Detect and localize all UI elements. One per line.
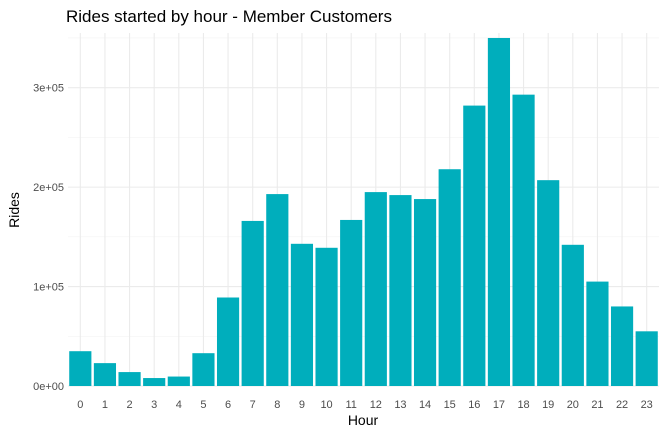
x-tick-label: 4 bbox=[176, 399, 182, 411]
bar-hour-4 bbox=[167, 376, 190, 386]
bar-hour-20 bbox=[561, 244, 584, 386]
x-tick-label: 3 bbox=[151, 399, 157, 411]
x-tick-label: 21 bbox=[591, 399, 603, 411]
bar-hour-0 bbox=[69, 351, 92, 386]
x-axis-label: Hour bbox=[348, 412, 379, 428]
bar-hour-21 bbox=[586, 281, 609, 386]
y-tick-label: 2e+05 bbox=[33, 182, 64, 194]
x-tick-label: 14 bbox=[419, 399, 431, 411]
bar-hour-18 bbox=[512, 94, 535, 387]
x-tick-label: 18 bbox=[517, 399, 529, 411]
x-tick-label: 19 bbox=[542, 399, 554, 411]
y-tick-label: 3e+05 bbox=[33, 83, 64, 95]
x-tick-label: 5 bbox=[200, 399, 206, 411]
bar-hour-16 bbox=[463, 105, 486, 386]
x-tick-label: 6 bbox=[225, 399, 231, 411]
bar-hour-14 bbox=[413, 199, 437, 386]
bar-hour-22 bbox=[610, 306, 634, 386]
y-axis-label: Rides bbox=[6, 192, 22, 228]
bars bbox=[69, 37, 658, 387]
x-tick-label: 17 bbox=[493, 399, 505, 411]
x-tick-label: 22 bbox=[616, 399, 628, 411]
bar-hour-1 bbox=[93, 363, 117, 386]
bar-hour-19 bbox=[537, 180, 560, 386]
y-tick-label: 1e+05 bbox=[33, 282, 64, 294]
x-tick-label: 8 bbox=[274, 399, 280, 411]
bar-hour-3 bbox=[143, 378, 166, 386]
x-tick-label: 12 bbox=[370, 399, 382, 411]
bar-hour-17 bbox=[487, 37, 511, 386]
bar-hour-5 bbox=[192, 353, 215, 386]
x-tick-labels: 0 1 2 3 4 5 6 7 8 9 10 11 12 13 14 15 16 17 18 19 20 21 22 23 bbox=[77, 399, 653, 411]
bar-hour-7 bbox=[241, 220, 264, 386]
bar-hour-8 bbox=[266, 194, 289, 386]
bar-hour-6 bbox=[216, 297, 240, 386]
bar-hour-2 bbox=[118, 372, 141, 386]
bar-hour-10 bbox=[315, 247, 338, 386]
bar-hour-15 bbox=[438, 169, 461, 386]
x-tick-label: 13 bbox=[394, 399, 406, 411]
y-tick-labels: 0e+00 1e+05 2e+05 3e+05 bbox=[33, 83, 64, 393]
x-tick-label: 11 bbox=[345, 399, 356, 411]
x-tick-label: 16 bbox=[468, 399, 480, 411]
x-tick-label: 0 bbox=[77, 399, 83, 411]
x-tick-label: 15 bbox=[444, 399, 456, 411]
y-tick-label: 0e+00 bbox=[33, 381, 64, 393]
bar-hour-11 bbox=[340, 219, 363, 386]
chart-title: Rides started by hour - Member Customers bbox=[66, 7, 392, 26]
bar-hour-23 bbox=[635, 331, 658, 386]
x-tick-label: 2 bbox=[127, 399, 133, 411]
x-tick-label: 10 bbox=[320, 399, 332, 411]
bar-hour-12 bbox=[364, 192, 387, 386]
x-tick-label: 23 bbox=[641, 399, 653, 411]
x-tick-label: 20 bbox=[567, 399, 579, 411]
bar-hour-9 bbox=[290, 243, 314, 386]
bar-hour-13 bbox=[389, 195, 412, 386]
x-tick-label: 7 bbox=[250, 399, 256, 411]
x-tick-label: 9 bbox=[299, 399, 305, 411]
x-tick-label: 1 bbox=[102, 399, 108, 411]
